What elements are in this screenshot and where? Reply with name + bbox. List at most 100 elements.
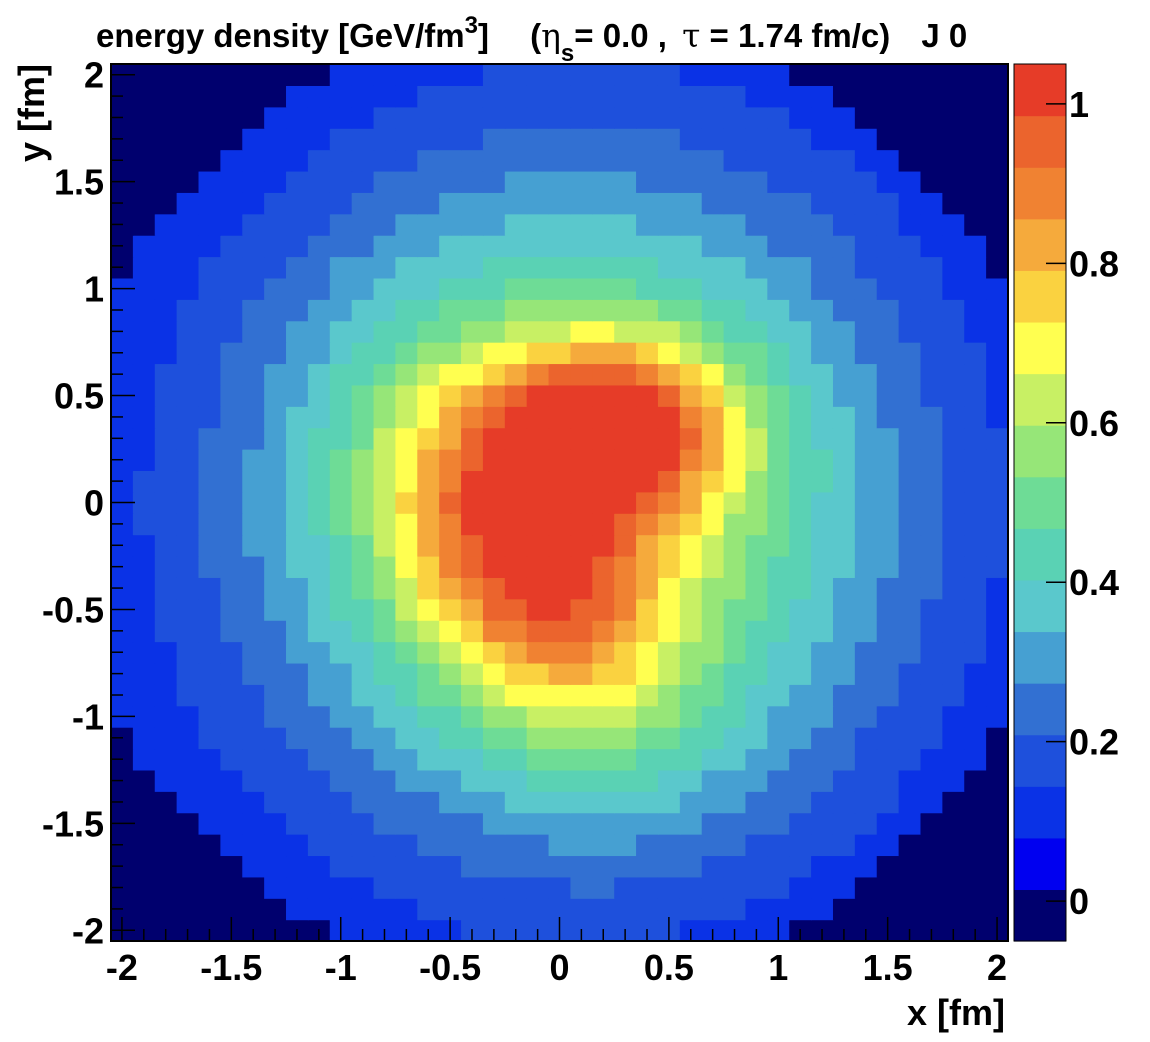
heatmap-cell bbox=[154, 555, 178, 578]
heatmap-cell bbox=[636, 748, 659, 771]
heatmap-cell bbox=[876, 128, 900, 151]
heatmap-cell bbox=[679, 491, 703, 514]
heatmap-cell bbox=[439, 662, 462, 685]
heatmap-cell bbox=[482, 256, 506, 279]
heatmap-cell bbox=[526, 299, 550, 322]
heatmap-cell bbox=[461, 834, 484, 857]
heatmap-cell bbox=[701, 769, 725, 792]
heatmap-cell bbox=[504, 641, 528, 664]
heatmap-cell bbox=[351, 384, 375, 407]
colorbar-swatch bbox=[1014, 837, 1066, 891]
heatmap-cell bbox=[986, 106, 1009, 129]
heatmap-cell bbox=[504, 256, 528, 279]
heatmap-cell bbox=[811, 662, 834, 685]
heatmap-cell bbox=[679, 513, 703, 536]
heatmap-cell bbox=[439, 149, 462, 172]
heatmap-cell bbox=[942, 192, 965, 215]
heatmap-cell bbox=[832, 342, 856, 365]
heatmap-cell bbox=[920, 513, 943, 536]
heatmap-cell bbox=[461, 256, 484, 279]
heatmap-cell bbox=[176, 577, 200, 600]
heatmap-cell bbox=[548, 662, 572, 685]
heatmap-cell bbox=[395, 534, 418, 557]
heatmap-cell bbox=[745, 513, 768, 536]
heatmap-cell bbox=[264, 363, 287, 386]
heatmap-cell bbox=[592, 342, 615, 365]
heatmap-cell bbox=[745, 620, 768, 643]
heatmap-cell bbox=[723, 213, 747, 236]
heatmap-cell bbox=[832, 791, 856, 814]
heatmap-cell bbox=[920, 192, 943, 215]
heatmap-cell bbox=[701, 577, 725, 600]
heatmap-cell bbox=[373, 769, 397, 792]
heatmap-cell bbox=[898, 320, 922, 343]
heatmap-cell bbox=[898, 363, 922, 386]
heatmap-cell bbox=[986, 384, 1009, 407]
heatmap-cell bbox=[329, 256, 353, 279]
heatmap-cell bbox=[789, 769, 812, 792]
heatmap-cell bbox=[723, 641, 747, 664]
heatmap-cell bbox=[417, 834, 440, 857]
colorbar-tick-label: 0.4 bbox=[1069, 562, 1119, 603]
heatmap-cell bbox=[854, 662, 878, 685]
heatmap-cell bbox=[832, 85, 856, 108]
heatmap-cell bbox=[548, 384, 572, 407]
heatmap-cell bbox=[701, 299, 725, 322]
heatmap-cell bbox=[395, 705, 418, 728]
heatmap-cell bbox=[417, 534, 440, 557]
heatmap-cell bbox=[264, 513, 287, 536]
heatmap-cell bbox=[264, 170, 287, 193]
heatmap-cell bbox=[264, 449, 287, 472]
heatmap-cell bbox=[767, 170, 790, 193]
heatmap-cell bbox=[767, 64, 790, 86]
heatmap-cell bbox=[964, 705, 987, 728]
heatmap-cell bbox=[307, 748, 331, 771]
heatmap-cell bbox=[636, 791, 659, 814]
heatmap-cell bbox=[767, 85, 790, 108]
heatmap-cell bbox=[351, 876, 375, 899]
heatmap-cell bbox=[482, 363, 506, 386]
heatmap-cell bbox=[198, 534, 221, 557]
heatmap-cell bbox=[964, 277, 987, 300]
heatmap-cell bbox=[132, 256, 156, 279]
heatmap-cell bbox=[636, 641, 659, 664]
y-tick-label: -1.5 bbox=[42, 803, 104, 844]
heatmap-cell bbox=[132, 855, 156, 878]
heatmap-cell bbox=[504, 427, 528, 450]
heatmap-cell bbox=[482, 898, 506, 921]
heatmap-cell bbox=[986, 620, 1009, 643]
heatmap-cell bbox=[329, 170, 353, 193]
heatmap-cell bbox=[592, 791, 615, 814]
heatmap-cell bbox=[570, 684, 593, 707]
heatmap-cell bbox=[154, 513, 178, 536]
heatmap-cell bbox=[482, 406, 506, 429]
heatmap-cell bbox=[417, 320, 440, 343]
heatmap-cell bbox=[745, 427, 768, 450]
heatmap-cell bbox=[723, 727, 747, 750]
heatmap-cell bbox=[592, 748, 615, 771]
heatmap-cell bbox=[636, 342, 659, 365]
heatmap-cell bbox=[570, 427, 593, 450]
heatmap-cell bbox=[723, 620, 747, 643]
heatmap-cell bbox=[264, 791, 287, 814]
heatmap-cell bbox=[526, 876, 550, 899]
heatmap-cell bbox=[439, 277, 462, 300]
heatmap-cell bbox=[854, 748, 878, 771]
heatmap-cell bbox=[264, 834, 287, 857]
heatmap-cell bbox=[657, 192, 681, 215]
heatmap-cell bbox=[482, 470, 506, 493]
heatmap-cell bbox=[264, 128, 287, 151]
heatmap-cell bbox=[242, 470, 265, 493]
heatmap-cell bbox=[679, 320, 703, 343]
heatmap-cell bbox=[679, 470, 703, 493]
heatmap-cell bbox=[482, 534, 506, 557]
heatmap-cell bbox=[548, 876, 572, 899]
heatmap-cell bbox=[832, 106, 856, 129]
heatmap-cell bbox=[832, 876, 856, 899]
heatmap-cell bbox=[373, 705, 397, 728]
heatmap-cell bbox=[679, 769, 703, 792]
heatmap-cell bbox=[242, 769, 265, 792]
heatmap-cell bbox=[220, 470, 243, 493]
heatmap-cell bbox=[876, 898, 900, 921]
heatmap-cell bbox=[329, 299, 353, 322]
